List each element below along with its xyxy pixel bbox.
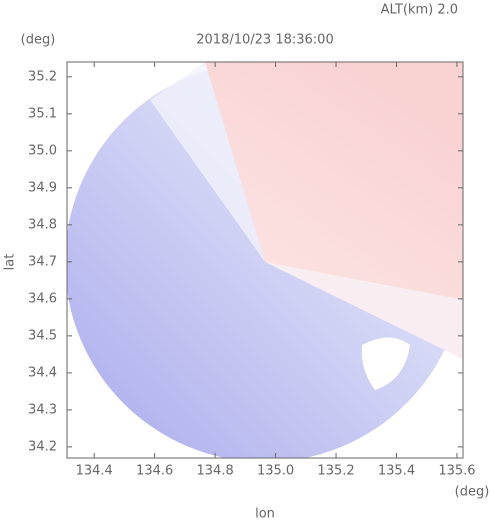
x-tick-label: 135.0 xyxy=(257,464,294,479)
y-axis-label: lat xyxy=(3,254,18,271)
x-tick-label: 135.2 xyxy=(317,464,354,479)
radar-field xyxy=(67,62,463,458)
chart-title: 2018/10/23 18:36:00 xyxy=(196,33,333,48)
y-tick-label: 34.7 xyxy=(28,254,57,269)
x-axis-label: lon xyxy=(255,507,275,521)
y-tick-label: 34.2 xyxy=(28,439,57,454)
x-tick-label: 134.4 xyxy=(76,464,113,479)
y-tick-label: 34.6 xyxy=(28,291,57,306)
y-tick-label: 34.3 xyxy=(28,402,57,417)
x-unit: (deg) xyxy=(455,485,490,500)
y-unit: (deg) xyxy=(21,33,56,48)
y-tick-label: 34.4 xyxy=(28,365,57,380)
y-tick-label: 34.8 xyxy=(28,217,57,232)
y-tick-label: 34.9 xyxy=(28,180,57,195)
x-tick-label: 135.4 xyxy=(378,464,415,479)
plot-frame xyxy=(66,61,464,459)
y-tick-label: 35.0 xyxy=(28,143,57,158)
subtitle: ALT(km) 2.0 xyxy=(381,3,458,18)
x-tick-label: 134.8 xyxy=(197,464,234,479)
y-tick-label: 35.2 xyxy=(28,69,57,84)
x-tick-label: 134.6 xyxy=(136,464,173,479)
y-tick-label: 35.1 xyxy=(28,106,57,121)
x-tick-label: 135.6 xyxy=(438,464,475,479)
y-tick-label: 34.5 xyxy=(28,328,57,343)
